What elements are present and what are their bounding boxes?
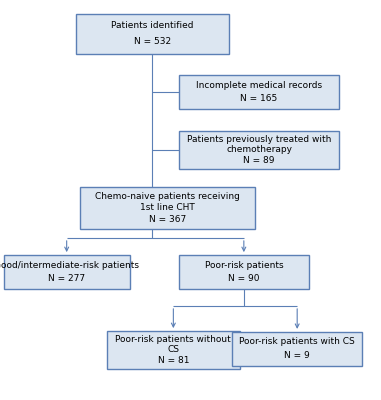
FancyBboxPatch shape [107, 331, 240, 369]
FancyBboxPatch shape [4, 255, 130, 289]
FancyBboxPatch shape [179, 75, 339, 109]
FancyBboxPatch shape [179, 131, 339, 169]
Text: CS: CS [167, 346, 179, 354]
Text: N = 532: N = 532 [134, 38, 171, 46]
Text: N = 277: N = 277 [48, 274, 85, 283]
Text: Chemo-naive patients receiving: Chemo-naive patients receiving [95, 192, 240, 201]
Text: chemotherapy: chemotherapy [226, 146, 292, 154]
FancyBboxPatch shape [80, 187, 255, 229]
Text: N = 9: N = 9 [284, 351, 310, 360]
Text: Patients identified: Patients identified [111, 22, 194, 30]
Text: N = 89: N = 89 [243, 156, 275, 165]
Text: N = 367: N = 367 [149, 215, 186, 224]
FancyBboxPatch shape [76, 14, 229, 54]
FancyBboxPatch shape [179, 255, 309, 289]
Text: N = 81: N = 81 [158, 356, 189, 365]
Text: 1st line CHT: 1st line CHT [140, 204, 195, 212]
Text: N = 165: N = 165 [240, 94, 278, 103]
Text: Poor-risk patients with CS: Poor-risk patients with CS [239, 338, 355, 346]
Text: Incomplete medical records: Incomplete medical records [196, 81, 322, 90]
Text: Patients previously treated with: Patients previously treated with [187, 135, 331, 144]
Text: Poor-risk patients without: Poor-risk patients without [115, 335, 231, 344]
Text: Poor-risk patients: Poor-risk patients [205, 261, 283, 270]
Text: Good/intermediate-risk patients: Good/intermediate-risk patients [0, 261, 139, 270]
Text: N = 90: N = 90 [228, 274, 259, 283]
FancyBboxPatch shape [232, 332, 362, 366]
